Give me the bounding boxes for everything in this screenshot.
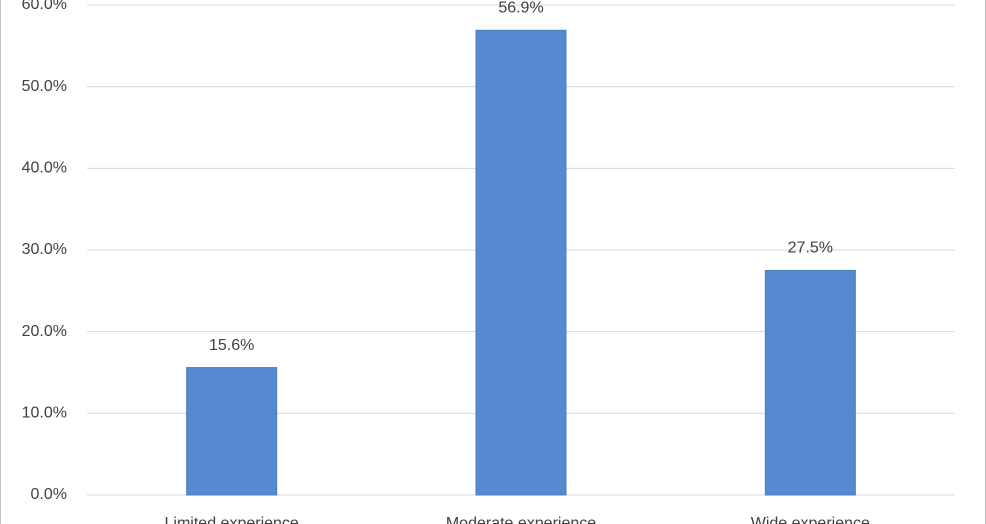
data-label: 27.5% [788,240,833,257]
y-tick-label: 40.0% [22,160,67,177]
y-tick-label: 50.0% [22,78,67,95]
x-tick-label: Wide experience [751,515,870,524]
bar [186,367,278,496]
x-tick-label: Limited experience [165,515,299,524]
data-label: 56.9% [498,0,543,17]
y-tick-label: 0.0% [31,486,67,503]
y-tick-label: 60.0% [22,0,67,13]
bar [764,269,856,496]
y-tick-label: 30.0% [22,241,67,258]
bar [475,29,567,496]
data-label: 15.6% [209,337,254,354]
y-tick-label: 10.0% [22,405,67,422]
y-tick-label: 20.0% [22,323,67,340]
x-tick-label: Moderate experience [446,515,596,524]
